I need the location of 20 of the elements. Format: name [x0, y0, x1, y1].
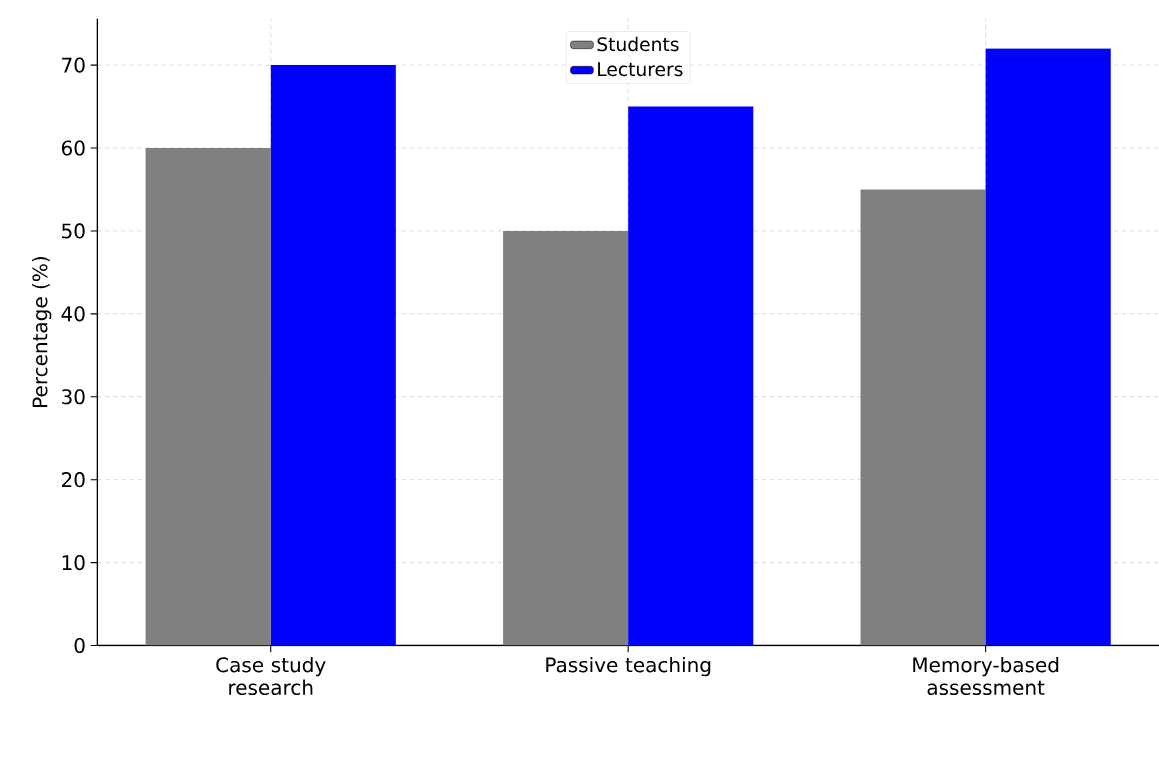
bar: [145, 147, 271, 646]
x-tick-label: Memory-based assessment: [913, 656, 1059, 695]
bar: [860, 189, 986, 646]
y-tick-label: 30: [62, 389, 85, 405]
y-tick-label: 40: [61, 306, 85, 322]
legend-label: Students: [597, 36, 679, 52]
y-tick-label: 70: [62, 57, 85, 73]
x-tick-label: Case study research: [216, 656, 326, 695]
bar: [628, 106, 754, 646]
y-axis-title: Percentage (%): [32, 256, 52, 407]
x-tick-label: Passive teaching: [546, 656, 711, 677]
bar: [985, 48, 1111, 646]
bar: [503, 230, 629, 646]
legend-label: Lecturers: [598, 62, 683, 77]
y-tick-label: 60: [61, 140, 85, 156]
y-tick-label: 0: [74, 637, 85, 653]
y-tick-label: 10: [62, 554, 85, 571]
y-tick-label: 50: [62, 223, 85, 239]
y-tick-label: 20: [61, 472, 85, 488]
bar: [270, 64, 396, 646]
